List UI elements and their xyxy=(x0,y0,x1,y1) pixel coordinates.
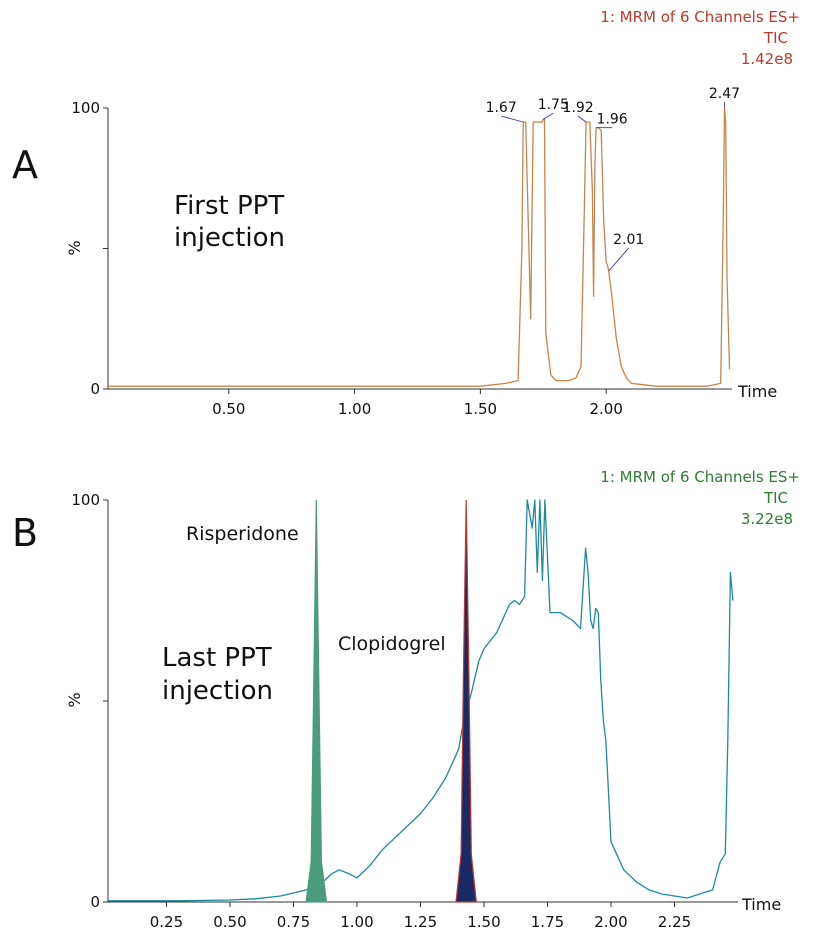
peak-label-leader xyxy=(577,115,587,123)
panel-b: B 1: MRM of 6 Channels ES+ TIC 3.22e8 Ri… xyxy=(12,468,800,931)
panel-a-xtick-label: 1.50 xyxy=(464,400,497,418)
panel-b-xtick-label: 0.50 xyxy=(213,913,246,931)
panel-a-series-group xyxy=(108,107,731,387)
panel-a-header-line1: 1: MRM of 6 Channels ES+ xyxy=(600,8,800,26)
panel-b-header-line1: 1: MRM of 6 Channels ES+ xyxy=(600,468,800,486)
panel-b-xlabel: Time xyxy=(741,895,781,914)
panel-a-ylabel: % xyxy=(65,240,84,255)
peak-label: 1.92 xyxy=(562,100,593,116)
peak-label-leader xyxy=(501,115,524,123)
panel-b-annotation-line1: Last PPT xyxy=(162,643,272,673)
peak-label: 2.47 xyxy=(709,86,740,102)
peak-label-leader xyxy=(608,247,630,272)
panel-a-header-line2: TIC xyxy=(763,29,788,47)
peak-label: 1.75 xyxy=(538,97,569,113)
panel-a-xtick-label: 1.00 xyxy=(338,400,371,418)
panel-a-header-line3: 1.42e8 xyxy=(741,50,793,68)
panel-b-xtick-label: 1.50 xyxy=(467,913,500,931)
panel-b-peak-area-1 xyxy=(305,499,328,903)
panel-b-xtick-label: 1.75 xyxy=(531,913,564,931)
panel-a-annotation-line1: First PPT xyxy=(174,191,284,221)
clopidogrel-label: Clopidogrel xyxy=(338,633,446,655)
peak-label: 1.67 xyxy=(486,100,517,116)
peak-label: 2.01 xyxy=(613,232,644,248)
panel-a-ytick-label: 0 xyxy=(90,380,100,398)
panel-b-xtick-label: 1.25 xyxy=(404,913,437,931)
panel-b-y-ticks: 0 100 xyxy=(71,491,108,911)
panel-a-xtick-label: 0.50 xyxy=(212,400,245,418)
panel-b-letter: B xyxy=(12,511,38,555)
panel-b-ytick-label: 100 xyxy=(71,491,100,509)
panel-a-ytick-label: 100 xyxy=(71,99,100,117)
panel-a-y-ticks: 0 100 xyxy=(71,99,108,398)
panel-a-peak-labels: 1.67 1.751.921.96 2.01 2.47 xyxy=(486,86,740,272)
panel-a-letter: A xyxy=(12,143,38,187)
panel-b-xtick-label: 1.00 xyxy=(340,913,373,931)
panel-a-xtick-label: 2.00 xyxy=(589,400,622,418)
panel-b-peak-area-2 xyxy=(455,499,477,903)
panel-a-annotation-line2: injection xyxy=(174,223,285,253)
risperidone-label: Risperidone xyxy=(186,523,299,545)
panel-b-x-ticks: 0.25 0.50 0.75 1.00 1.25 1.50 1.75 2.00 2.25 xyxy=(150,902,691,931)
panel-a-xlabel: Time xyxy=(737,382,777,401)
panel-b-xtick-label: 0.75 xyxy=(277,913,310,931)
panel-a-x-ticks: 0.50 1.00 1.50 2.00 xyxy=(212,389,623,418)
panel-b-series-line-0 xyxy=(108,499,734,902)
panel-b-xtick-label: 2.00 xyxy=(594,913,627,931)
peak-label-leader xyxy=(543,112,554,120)
panel-b-xtick-label: 0.25 xyxy=(150,913,183,931)
panel-b-ytick-label: 0 xyxy=(90,893,100,911)
panel-b-header-line3: 3.22e8 xyxy=(741,510,793,528)
panel-b-xtick-label: 2.25 xyxy=(658,913,691,931)
panel-b-header-line2: TIC xyxy=(763,489,788,507)
panel-a-series-line-0 xyxy=(108,107,731,387)
panel-b-ylabel: % xyxy=(65,692,84,707)
panel-b-annotation-line2: injection xyxy=(162,676,273,706)
panel-a: A 1: MRM of 6 Channels ES+ TIC 1.42e8 Fi… xyxy=(12,8,800,418)
panel-b-series-group xyxy=(108,499,734,903)
peak-label: 1.96 xyxy=(597,112,628,128)
